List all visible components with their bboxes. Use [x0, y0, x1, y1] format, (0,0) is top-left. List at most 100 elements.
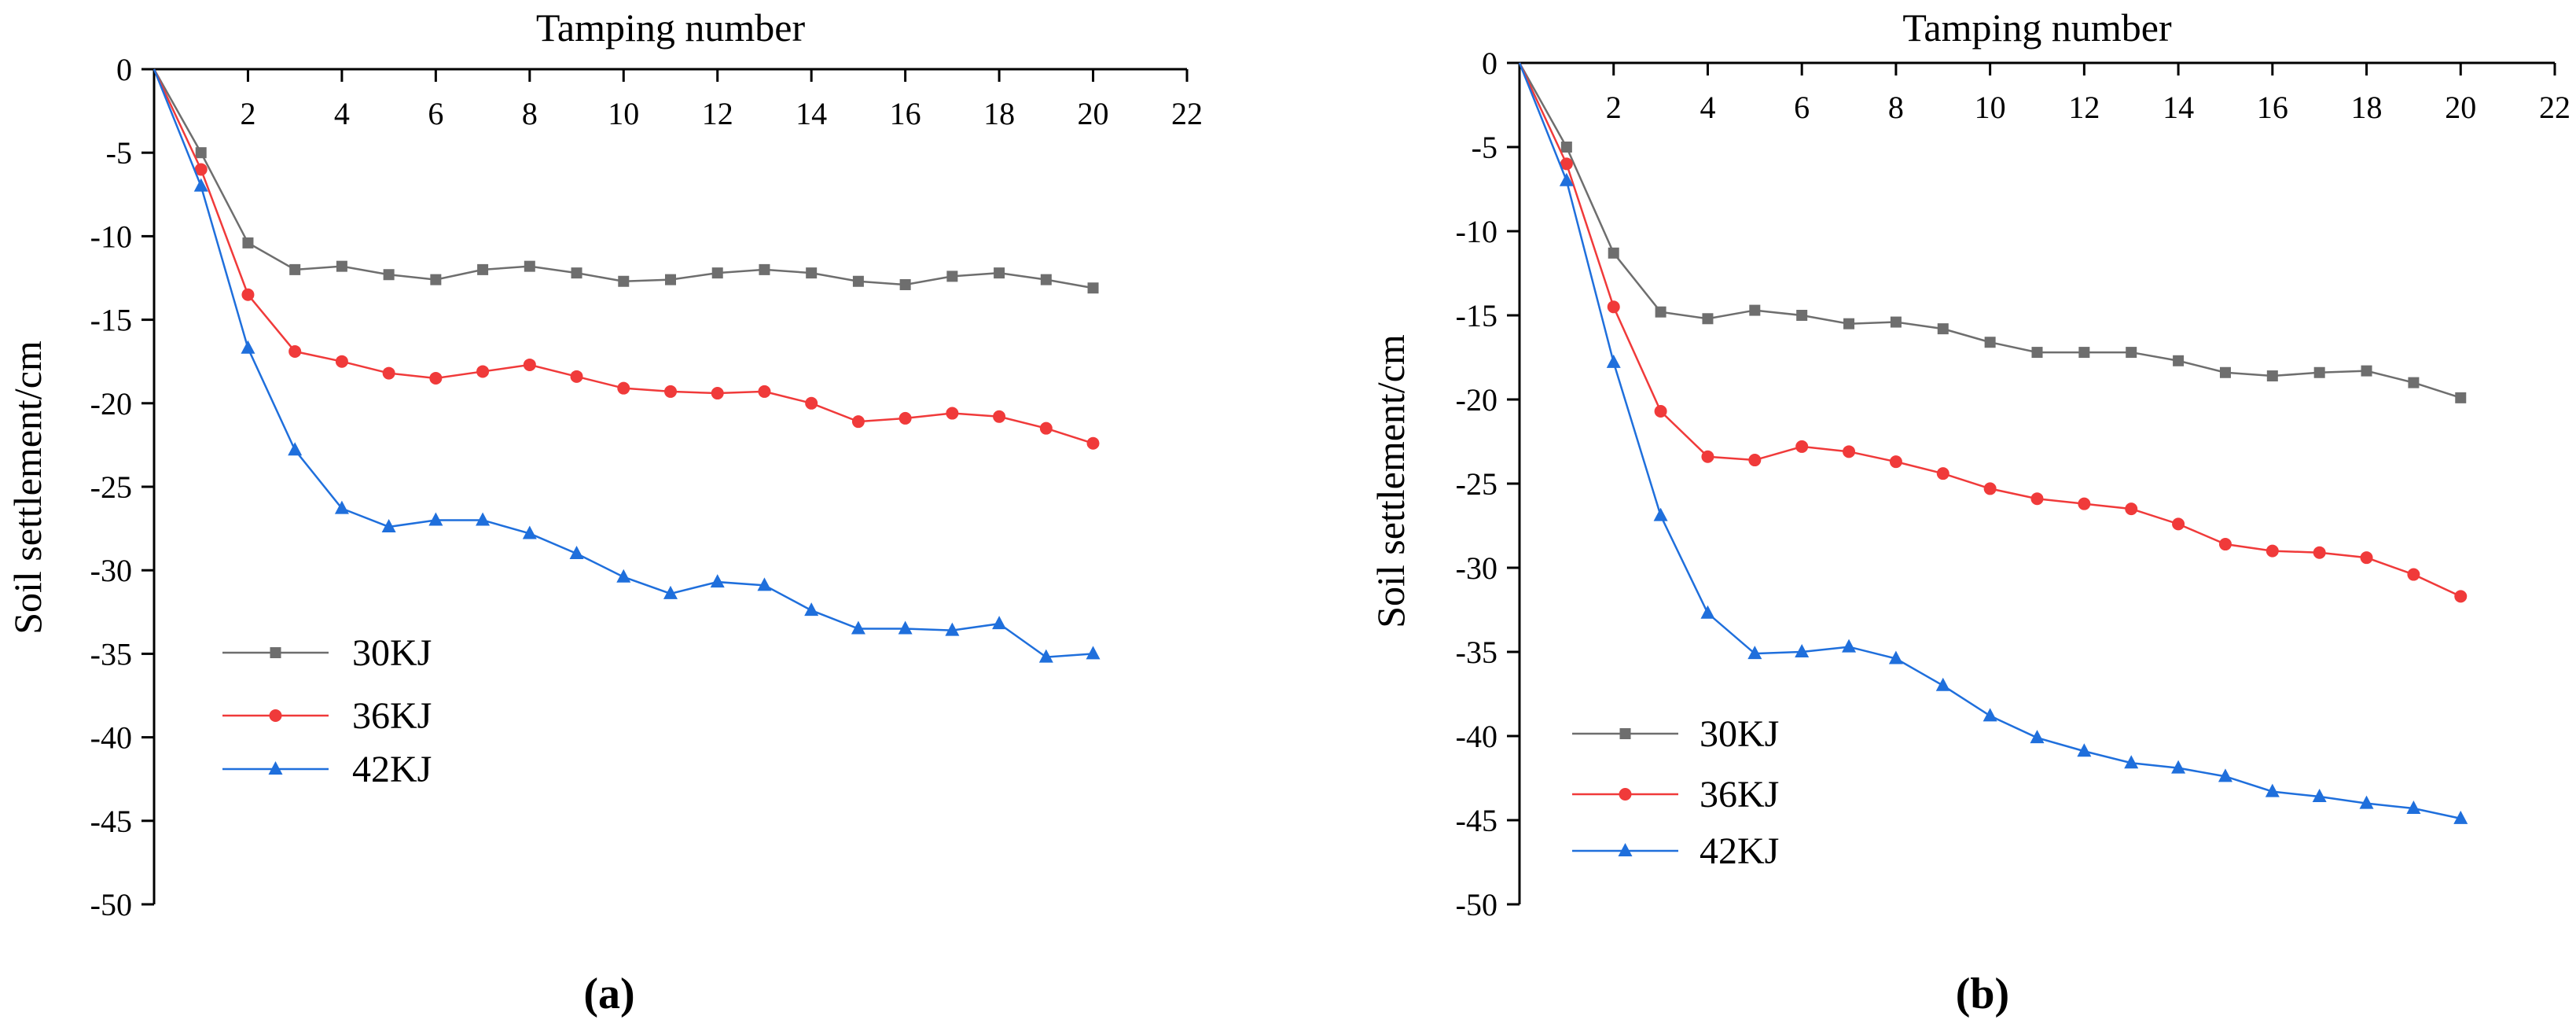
x-tick-label: 8 [1888, 90, 1904, 125]
data-point-42KJ [1935, 677, 1950, 691]
data-point-30KJ [477, 263, 489, 275]
x-tick-label: 22 [1171, 96, 1203, 131]
x-tick-label: 14 [2163, 90, 2194, 125]
data-point-30KJ [195, 147, 207, 159]
data-point-30KJ [1890, 316, 1902, 328]
data-point-42KJ [616, 569, 631, 583]
data-point-36KJ [664, 385, 677, 398]
data-point-36KJ [1983, 482, 1997, 495]
data-point-30KJ [2078, 347, 2090, 359]
chart-panel-b: 2 4 6 8 10 12 14 16 18 20 22 0 -5 -10 -15 -20 -25 -30 -35 -… [1369, 6, 2570, 1018]
data-point-36KJ [570, 370, 583, 383]
data-point-30KJ [242, 237, 254, 248]
data-point-36KJ [2218, 538, 2232, 551]
legend-label: 30KJ [1700, 713, 1779, 755]
data-point-30KJ [1655, 306, 1666, 318]
data-point-30KJ [524, 260, 535, 272]
legend-marker-42KJ [268, 761, 283, 775]
data-point-36KJ [946, 407, 959, 420]
x-tick-label: 10 [1975, 90, 2006, 125]
data-point-36KJ [194, 163, 208, 176]
data-point-36KJ [2078, 497, 2091, 510]
data-point-30KJ [1843, 318, 1855, 329]
data-point-30KJ [2173, 355, 2185, 366]
data-point-36KJ [1889, 455, 1902, 469]
y-axis-title: Soil settlement/cm [1369, 334, 1413, 628]
data-point-36KJ [711, 387, 724, 400]
data-point-42KJ [288, 442, 303, 456]
y-tick-label: -45 [90, 804, 132, 839]
data-point-30KJ [2455, 392, 2467, 403]
x-tick-label: 4 [1700, 90, 1715, 125]
data-point-36KJ [1701, 450, 1714, 463]
data-point-42KJ [992, 616, 1007, 630]
data-point-36KJ [993, 410, 1006, 423]
legend-marker-36KJ [1619, 788, 1632, 801]
y-tick-label: -50 [90, 887, 132, 922]
data-point-30KJ [665, 274, 676, 285]
y-tick-label: -10 [90, 219, 132, 254]
data-point-30KJ [2408, 377, 2420, 388]
data-point-30KJ [806, 267, 818, 279]
data-point-42KJ [522, 525, 537, 539]
x-tick-label: 20 [2445, 90, 2476, 125]
data-point-36KJ [2454, 590, 2468, 603]
data-point-30KJ [383, 269, 395, 281]
data-point-36KJ [1607, 300, 1620, 314]
data-point-42KJ [569, 545, 584, 559]
data-point-36KJ [1843, 445, 1856, 458]
y-tick-label: -35 [90, 636, 132, 672]
x-tick-label: 12 [2068, 90, 2100, 125]
y-tick-label: -50 [1456, 887, 1497, 922]
data-point-42KJ [945, 622, 960, 636]
data-point-30KJ [994, 267, 1005, 279]
data-point-42KJ [1606, 354, 1621, 368]
x-tick-label: 6 [1794, 90, 1810, 125]
data-point-36KJ [805, 396, 818, 410]
y-tick-label: -5 [1472, 130, 1497, 165]
data-point-42KJ [193, 178, 208, 192]
data-point-36KJ [1560, 157, 1573, 171]
y-tick-label: -20 [1456, 382, 1497, 418]
data-point-30KJ [852, 275, 864, 287]
y-tick-label: -15 [90, 303, 132, 338]
data-point-42KJ [898, 620, 913, 635]
panel-label: (b) [1956, 970, 2009, 1018]
data-point-30KJ [2313, 366, 2325, 378]
data-point-36KJ [2265, 544, 2279, 558]
data-point-42KJ [1038, 649, 1053, 663]
series-line-42KJ [1518, 62, 2461, 820]
data-point-30KJ [899, 278, 911, 290]
data-point-30KJ [1702, 313, 1714, 325]
data-point-42KJ [663, 585, 678, 599]
data-point-30KJ [2219, 366, 2231, 378]
data-point-42KJ [710, 574, 725, 588]
x-tick-label: 2 [240, 96, 255, 131]
data-point-36KJ [1086, 436, 1100, 450]
y-tick-label: -20 [90, 386, 132, 421]
data-point-36KJ [1795, 440, 1809, 453]
panel-label: (a) [583, 970, 634, 1018]
y-tick-label: -15 [1456, 298, 1497, 333]
data-point-30KJ [618, 275, 630, 287]
x-tick-label: 6 [428, 96, 443, 131]
data-point-36KJ [1039, 421, 1053, 435]
data-point-42KJ [2453, 810, 2468, 824]
legend-label: 36KJ [352, 695, 432, 737]
x-tick-label: 16 [2257, 90, 2288, 125]
data-point-36KJ [1748, 454, 1762, 467]
data-point-36KJ [1936, 467, 1949, 480]
data-point-42KJ [476, 512, 491, 526]
y-tick-label: -45 [1456, 803, 1497, 838]
data-point-36KJ [2125, 502, 2138, 516]
data-point-42KJ [1653, 507, 1668, 521]
y-tick-label: -30 [90, 553, 132, 588]
data-point-42KJ [1842, 639, 1857, 653]
data-point-30KJ [2031, 347, 2043, 359]
legend-marker-30KJ [270, 647, 281, 658]
x-tick-label: 2 [1606, 90, 1622, 125]
x-axis-title: Tamping number [1902, 6, 2172, 50]
data-point-36KJ [429, 371, 443, 385]
data-point-42KJ [1559, 172, 1574, 186]
